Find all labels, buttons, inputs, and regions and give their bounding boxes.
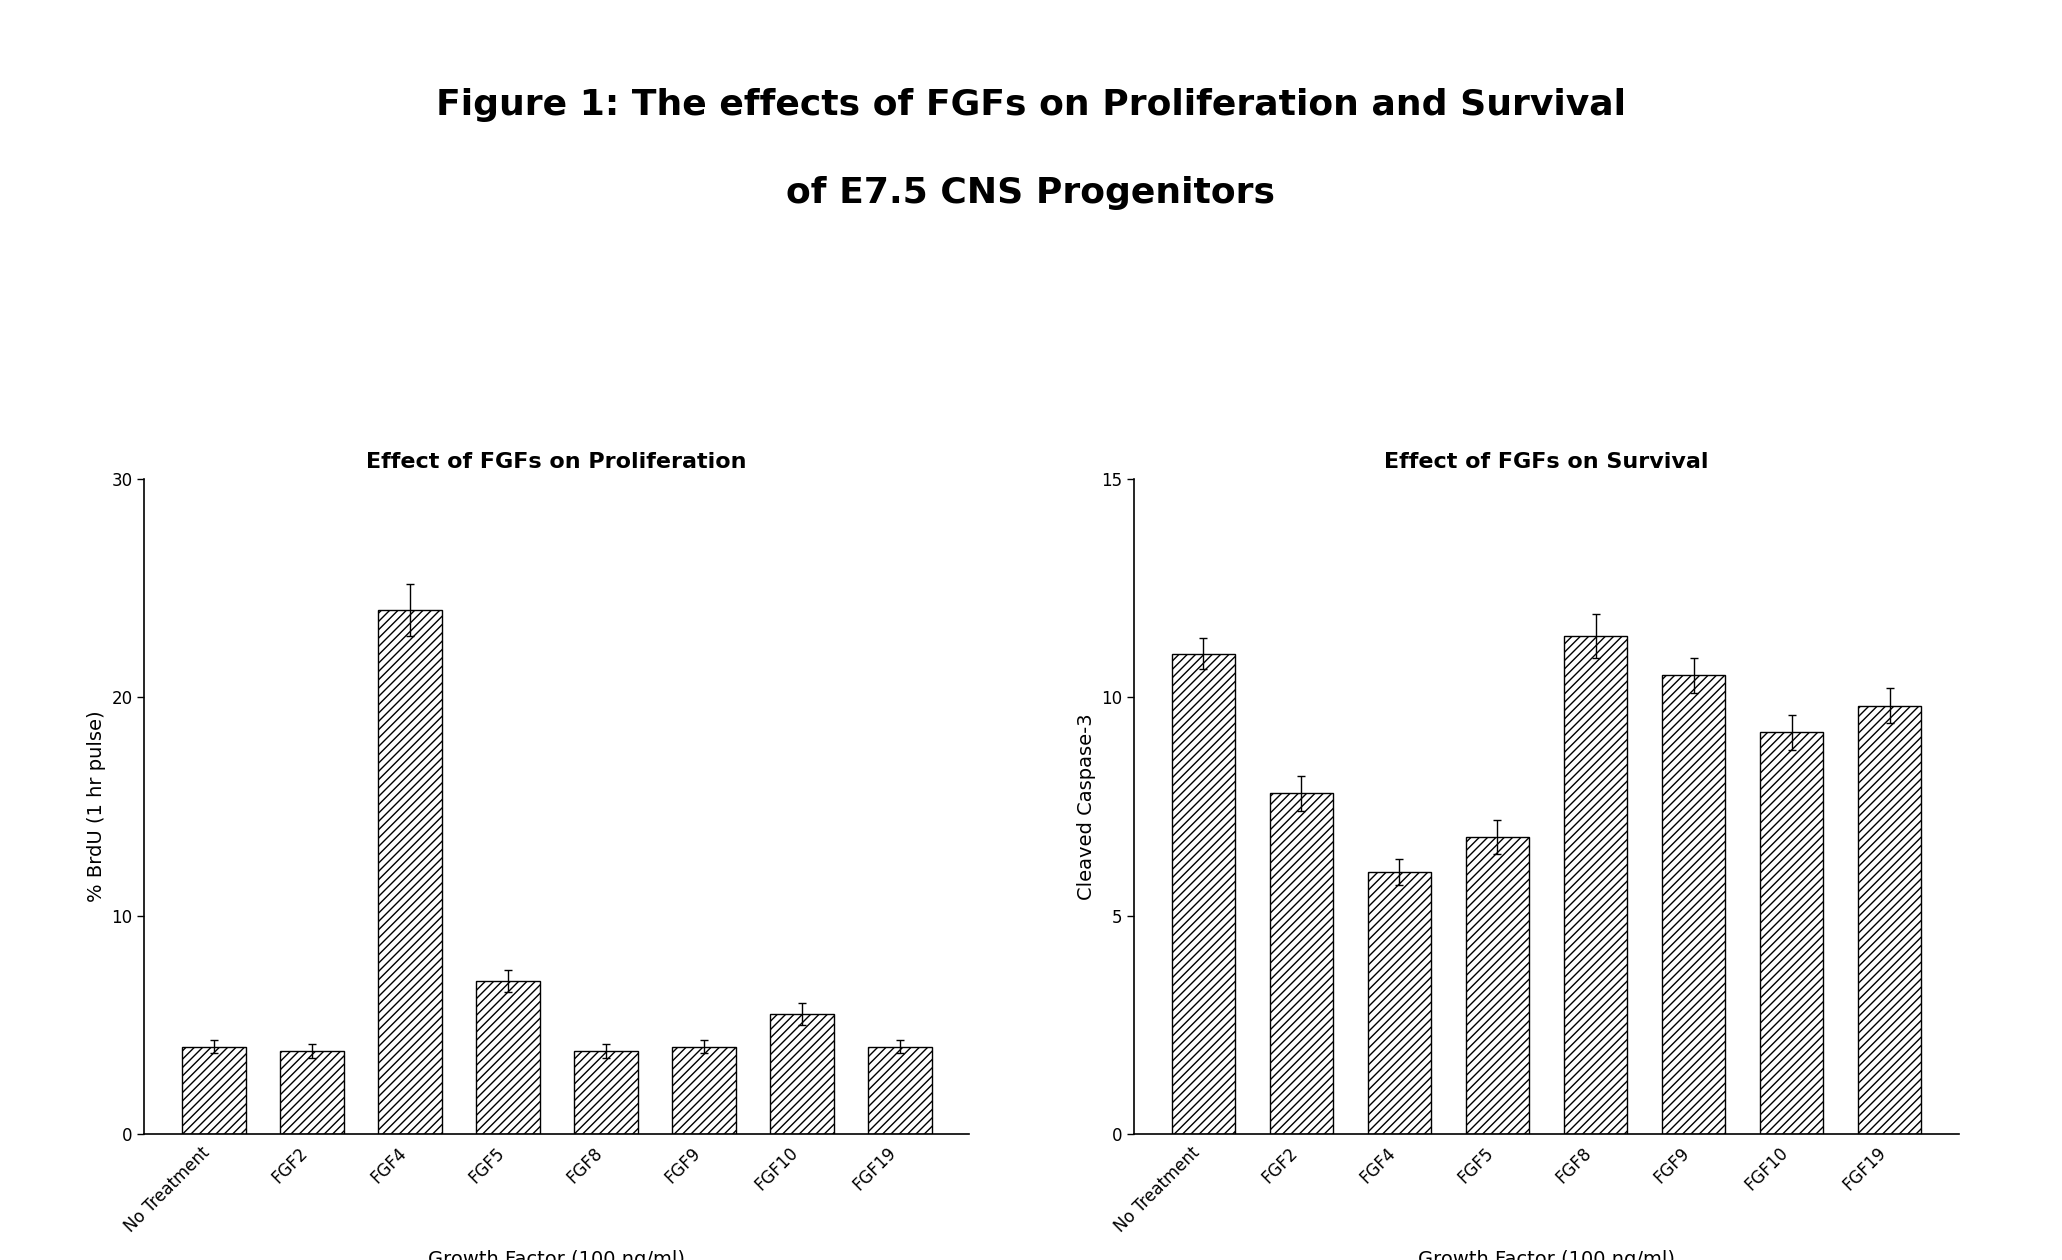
Bar xyxy=(769,1014,833,1134)
Bar xyxy=(280,1051,344,1134)
Bar xyxy=(1563,636,1627,1134)
Bar xyxy=(573,1051,637,1134)
X-axis label: Growth Factor (100 ng/ml): Growth Factor (100 ng/ml) xyxy=(429,1250,685,1260)
Bar xyxy=(1858,706,1922,1134)
Bar xyxy=(377,610,441,1134)
X-axis label: Growth Factor (100 ng/ml): Growth Factor (100 ng/ml) xyxy=(1419,1250,1674,1260)
Y-axis label: % BrdU (1 hr pulse): % BrdU (1 hr pulse) xyxy=(87,711,105,902)
Text: of E7.5 CNS Progenitors: of E7.5 CNS Progenitors xyxy=(786,176,1276,210)
Title: Effect of FGFs on Proliferation: Effect of FGFs on Proliferation xyxy=(367,451,746,471)
Bar xyxy=(476,982,540,1134)
Bar xyxy=(181,1047,245,1134)
Text: Figure 1: The effects of FGFs on Proliferation and Survival: Figure 1: The effects of FGFs on Prolife… xyxy=(435,88,1627,122)
Bar xyxy=(1171,654,1235,1134)
Bar xyxy=(1367,872,1431,1134)
Bar xyxy=(1270,794,1334,1134)
Y-axis label: Cleaved Caspase-3: Cleaved Caspase-3 xyxy=(1076,713,1095,900)
Bar xyxy=(1759,732,1823,1134)
Title: Effect of FGFs on Survival: Effect of FGFs on Survival xyxy=(1384,451,1709,471)
Bar xyxy=(672,1047,736,1134)
Bar xyxy=(1662,675,1726,1134)
Bar xyxy=(868,1047,932,1134)
Bar xyxy=(1466,837,1530,1134)
